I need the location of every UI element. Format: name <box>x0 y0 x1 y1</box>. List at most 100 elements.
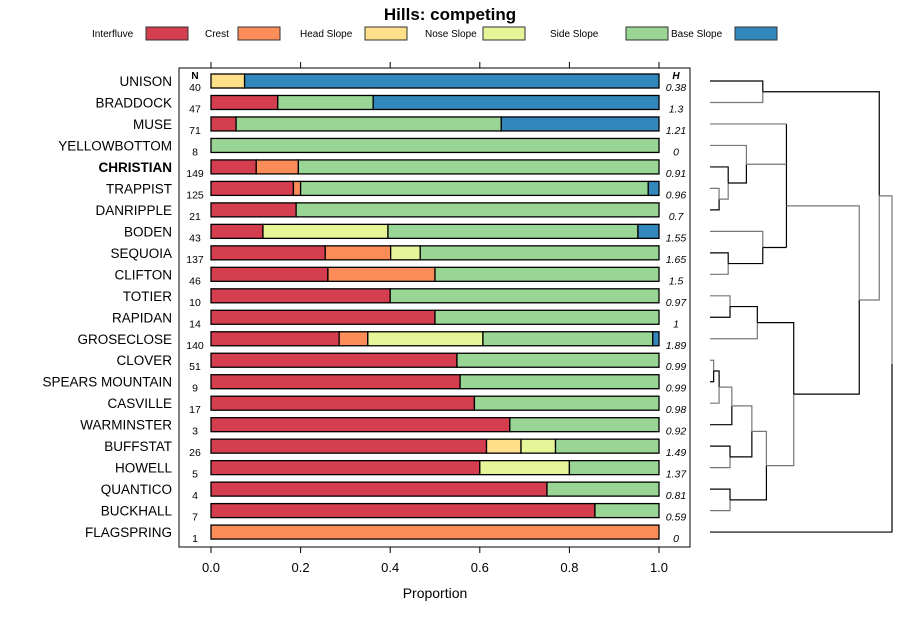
row-label: BODEN <box>124 224 172 239</box>
x-tick-label: 0.2 <box>292 560 310 575</box>
bar-segment <box>419 245 660 261</box>
dendrogram-link <box>710 322 758 340</box>
dendrogram-link <box>710 295 731 307</box>
dendrogram-link <box>710 306 731 318</box>
dendrogram-link <box>762 91 880 196</box>
row-label: HOWELL <box>115 461 173 476</box>
bar-segment <box>210 223 264 240</box>
bar-row <box>210 331 660 347</box>
dendrogram-link <box>719 183 729 200</box>
bar-segment <box>520 438 557 454</box>
legend-swatch <box>734 26 778 41</box>
bar-segment <box>210 438 488 454</box>
dendrogram-link <box>730 431 753 458</box>
row-label: FLAGSPRING <box>85 525 172 540</box>
h-value: 0.91 <box>666 168 686 180</box>
row-label: RAPIDAN <box>112 310 172 325</box>
bar-segment <box>389 288 660 304</box>
legend-swatch <box>145 26 189 41</box>
x-tick-label: 0.8 <box>560 560 578 575</box>
bar-row <box>210 288 660 304</box>
dendrogram-link <box>710 187 720 200</box>
bar-segment <box>210 374 461 390</box>
dendrogram-link <box>728 247 764 265</box>
row-label: WARMINSTER <box>80 418 172 433</box>
bar-segment <box>568 459 660 476</box>
n-value: 137 <box>186 254 204 266</box>
dendrogram-link <box>710 363 893 533</box>
dendrogram-link <box>710 230 764 248</box>
dendrogram-link <box>710 488 731 500</box>
h-value: 1.49 <box>666 447 687 459</box>
row-label: MUSE <box>133 117 172 132</box>
bar-segment <box>434 309 660 325</box>
h-value: 1.5 <box>669 275 684 287</box>
x-tick-label: 0.6 <box>471 560 489 575</box>
h-value: 1.89 <box>666 340 687 352</box>
dendrogram-link <box>710 387 720 404</box>
bar-segment <box>210 137 660 154</box>
bar-row <box>210 374 660 390</box>
h-value: 0.97 <box>666 297 688 309</box>
row-label: BRADDOCK <box>95 95 172 110</box>
row-label: BUCKHALL <box>101 504 173 519</box>
bar-row <box>210 94 660 111</box>
dendrogram-link <box>719 386 733 406</box>
x-axis-title: Proportion <box>403 585 468 601</box>
bar-segment <box>434 266 660 282</box>
n-value: 43 <box>189 232 201 244</box>
row-label: YELLOWBOTTOM <box>58 138 172 153</box>
bar-row <box>210 352 660 368</box>
plot-frame <box>178 67 691 548</box>
n-value: 5 <box>192 469 198 481</box>
bar-segment <box>299 180 649 197</box>
bar-segment <box>459 374 660 390</box>
dendrogram-link <box>710 370 715 383</box>
dendrogram-link <box>728 164 747 184</box>
bar-segment <box>485 438 522 454</box>
bar-row <box>210 481 660 497</box>
bar-segment <box>554 438 660 454</box>
bar-segment <box>210 524 660 540</box>
dendrogram-link <box>710 445 731 457</box>
bar-segment <box>210 331 340 347</box>
bar-row <box>210 502 660 519</box>
bar-row <box>210 266 660 282</box>
dendrogram-link <box>710 252 729 264</box>
n-value: 149 <box>186 168 204 180</box>
bar-segment <box>482 331 654 347</box>
dendrogram-link <box>879 195 893 364</box>
bars <box>210 73 660 540</box>
dendrogram-link <box>731 405 753 432</box>
bar-segment <box>295 202 660 218</box>
h-value: 0.81 <box>666 490 686 502</box>
bar-segment <box>210 116 237 132</box>
legend-label: Nose Slope <box>425 29 477 40</box>
bar-row <box>210 309 660 325</box>
dendrogram-link <box>751 430 768 466</box>
dendrogram-link <box>793 299 860 395</box>
n-value: 8 <box>192 146 198 158</box>
n-value: 4 <box>192 490 198 502</box>
x-tick-label: 1.0 <box>650 560 668 575</box>
row-label: TOTIER <box>123 289 173 304</box>
bar-segment <box>473 395 660 411</box>
row-label: CASVILLE <box>107 396 172 411</box>
chart-title: Hills: competing <box>384 5 516 24</box>
legend-swatch <box>364 26 408 41</box>
dendrogram-link <box>710 166 729 184</box>
legend-swatch <box>237 26 281 41</box>
row-label: DANRIPPLE <box>95 203 172 218</box>
n-value: 9 <box>192 383 198 395</box>
legend-label: Crest <box>205 29 229 40</box>
n-value: 140 <box>186 340 204 352</box>
legend: Interfluve Crest Head Slope Nose Slope Side … <box>92 26 778 41</box>
n-column-header: N <box>191 71 198 82</box>
n-value: 47 <box>189 103 201 115</box>
bar-segment <box>324 245 392 261</box>
bar-segment <box>367 331 484 347</box>
h-value: 1.37 <box>666 469 688 481</box>
bar-segment <box>652 331 660 347</box>
dendrogram-link <box>730 305 758 323</box>
